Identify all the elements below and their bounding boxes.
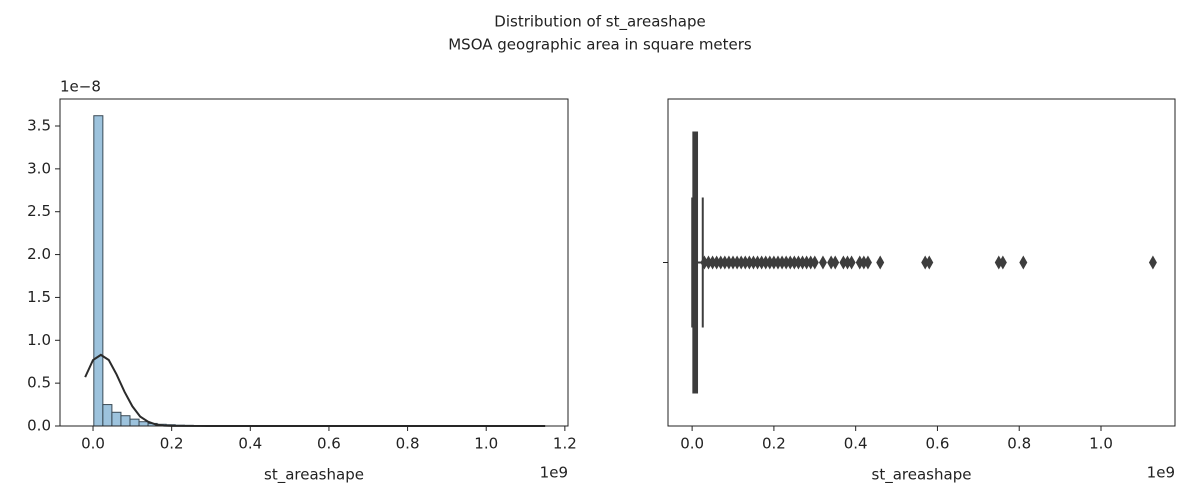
outlier	[757, 255, 766, 270]
outlier	[831, 255, 840, 270]
hist-bar	[102, 404, 113, 427]
x-axis-label: st_areashape	[264, 466, 364, 485]
outlier	[773, 255, 782, 270]
figure-title: Distribution of st_areashape	[494, 13, 705, 32]
outlier	[786, 255, 795, 270]
outlier	[843, 255, 852, 270]
outlier	[737, 255, 746, 270]
outlier	[818, 255, 827, 270]
figure-subtitle: MSOA geographic area in square meters	[448, 36, 752, 54]
kde-line	[84, 353, 546, 427]
x-offset-label: 1e9	[540, 464, 568, 482]
hist-bar	[129, 418, 140, 427]
outlier	[925, 255, 934, 270]
y-offset-label: 1e−8	[60, 78, 101, 96]
y-tick-label: 2.5	[27, 202, 51, 220]
outlier	[778, 255, 787, 270]
x-tick-label: 1.0	[1089, 435, 1113, 453]
axes-frame	[59, 98, 569, 427]
x-tick-label: 0.0	[81, 435, 105, 453]
outlier	[704, 255, 713, 270]
outlier	[839, 255, 848, 270]
outlier	[998, 255, 1007, 270]
outlier	[761, 255, 770, 270]
outlier	[724, 255, 733, 270]
axes-frame	[667, 98, 1176, 427]
y-tick-label: 0.5	[27, 374, 51, 392]
y-tick-label: 1.0	[27, 331, 51, 349]
x-tick-label: 0.2	[762, 435, 786, 453]
y-tick-label: 1.5	[27, 288, 51, 306]
hist-bar	[93, 115, 104, 427]
x-tick-label: 1.0	[474, 435, 498, 453]
x-tick-label: 0.0	[680, 435, 704, 453]
x-tick-label: 0.6	[317, 435, 341, 453]
outlier	[798, 255, 807, 270]
outlier	[720, 255, 729, 270]
x-tick-label: 1.2	[553, 435, 577, 453]
outlier	[712, 255, 721, 270]
x-tick-label: 0.6	[926, 435, 950, 453]
outlier	[790, 255, 799, 270]
outlier	[708, 255, 717, 270]
outlier	[802, 255, 811, 270]
x-tick-label: 0.2	[160, 435, 184, 453]
outlier	[994, 255, 1003, 270]
outlier	[1019, 255, 1028, 270]
x-axis-label: st_areashape	[872, 466, 972, 485]
outlier	[806, 255, 815, 270]
y-tick-label: 0.0	[27, 417, 51, 435]
outlier	[876, 255, 885, 270]
outlier	[769, 255, 778, 270]
outlier	[716, 255, 725, 270]
outlier	[794, 255, 803, 270]
outlier	[810, 255, 819, 270]
outlier	[863, 255, 872, 270]
x-offset-label: 1e9	[1147, 464, 1175, 482]
outlier	[921, 255, 930, 270]
x-tick-label: 0.8	[396, 435, 420, 453]
x-tick-label: 0.4	[844, 435, 868, 453]
outlier	[745, 255, 754, 270]
outlier	[753, 255, 762, 270]
x-tick-label: 0.8	[1007, 435, 1031, 453]
y-tick-label: 3.5	[27, 117, 51, 135]
outlier	[859, 255, 868, 270]
hist-bar	[120, 415, 131, 427]
y-tick-label: 3.0	[27, 159, 51, 177]
outlier	[765, 255, 774, 270]
outlier	[749, 255, 758, 270]
outlier	[847, 255, 856, 270]
hist-bar	[138, 421, 149, 427]
outlier	[1148, 255, 1157, 270]
outlier	[733, 255, 742, 270]
outlier	[700, 255, 709, 270]
outlier	[741, 255, 750, 270]
hist-bar	[111, 411, 122, 427]
outlier	[827, 255, 836, 270]
x-tick-label: 0.4	[238, 435, 262, 453]
outlier	[855, 255, 864, 270]
outlier	[782, 255, 791, 270]
y-tick-label: 2.0	[27, 245, 51, 263]
outlier	[729, 255, 738, 270]
